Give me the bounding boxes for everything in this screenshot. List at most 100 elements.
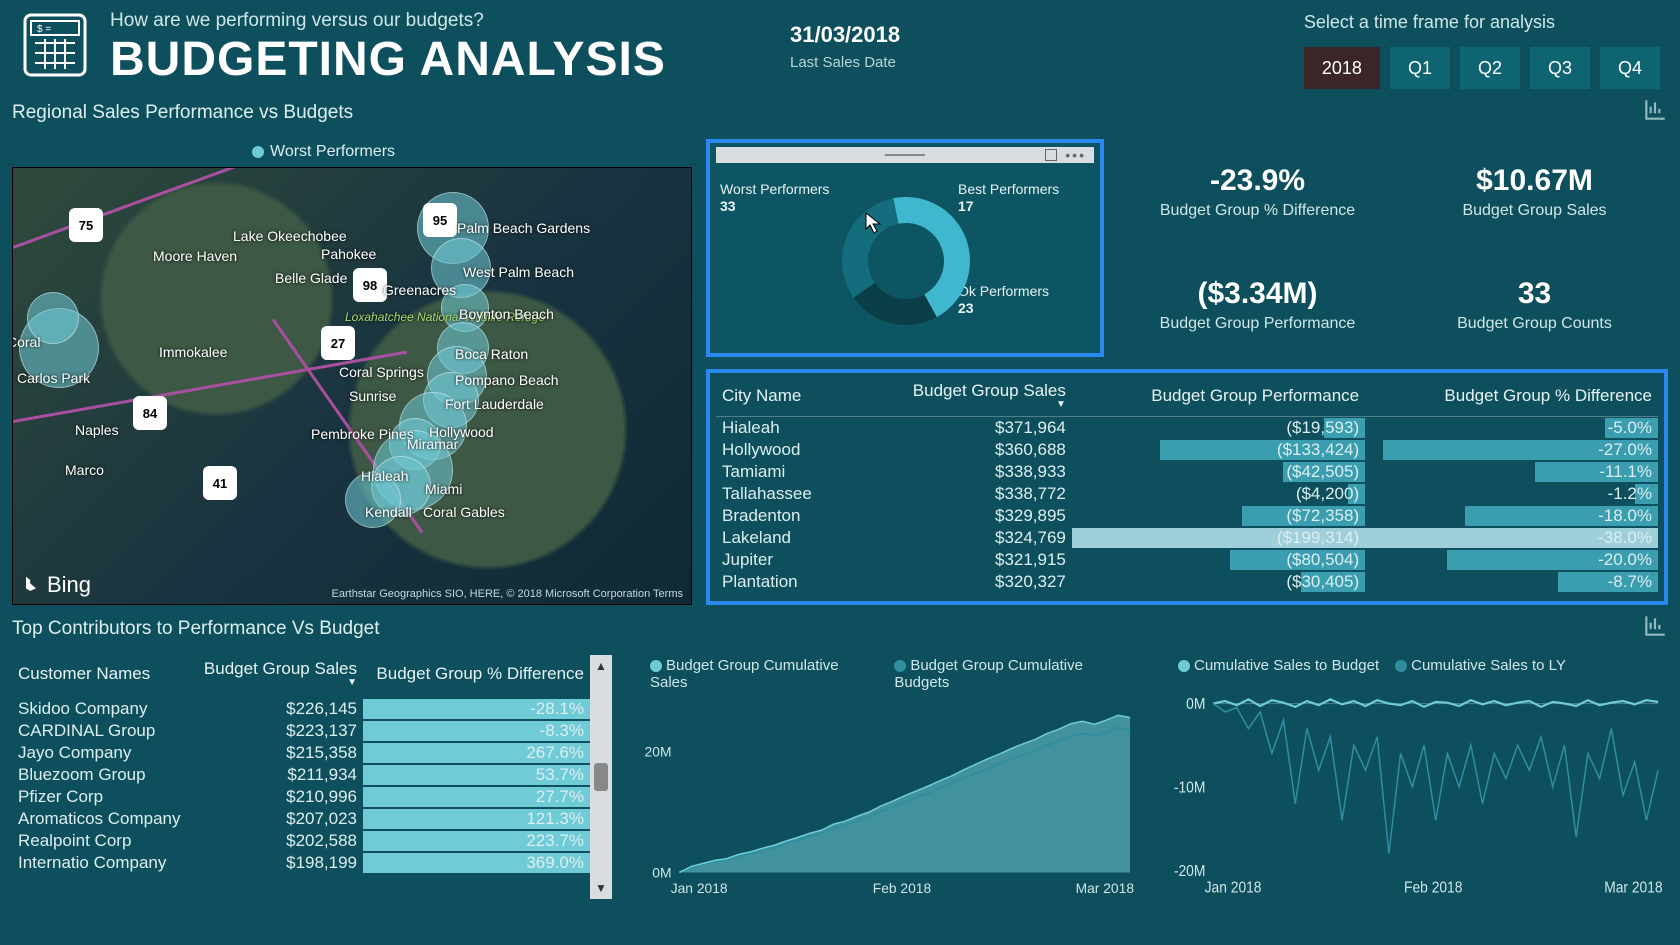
col-perf[interactable]: Budget Group Performance	[1072, 377, 1365, 417]
svg-text:0M: 0M	[652, 864, 671, 880]
quarter-q3-button[interactable]: Q3	[1530, 47, 1590, 89]
chart-icon[interactable]	[1642, 97, 1668, 129]
page-title: BUDGETING ANALYSIS	[110, 32, 750, 87]
quarter-q4-button[interactable]: Q4	[1600, 47, 1660, 89]
map-city-label: Immokalee	[159, 344, 227, 360]
legend-item: Cumulative Sales to LY	[1395, 657, 1566, 674]
col-sales[interactable]: Budget Group Sales▼	[192, 655, 363, 698]
city-performance-table[interactable]: City NameBudget Group Sales▼Budget Group…	[706, 369, 1668, 605]
kpi-value: $10.67M	[1401, 164, 1668, 198]
map-city-label: Loxahatchee National Wildlife Refuge	[345, 310, 455, 324]
map-city-label: Moore Haven	[153, 248, 237, 264]
regional-map[interactable]: Bing Earthstar Geographics SIO, HERE, © …	[12, 167, 692, 605]
map-city-label: Greenacres	[383, 282, 456, 298]
section1-title: Regional Sales Performance vs Budgets	[12, 102, 353, 124]
map-city-label: Pompano Beach	[455, 372, 559, 388]
table-row[interactable]: Bluezoom Group$211,93453.7%	[12, 764, 590, 786]
map-attribution-terms[interactable]: Earthstar Geographics SIO, HERE, © 2018 …	[332, 588, 683, 600]
table-row[interactable]: Plantation$320,327($30,405)-8.7%	[716, 571, 1658, 593]
kpi-label: Budget Group Sales	[1401, 202, 1668, 220]
table-row[interactable]: Pfizer Corp$210,99627.7%	[12, 786, 590, 808]
table-row[interactable]: Hollywood$360,688($133,424)-27.0%	[716, 439, 1658, 461]
col-sales[interactable]: Budget Group Sales▼	[852, 377, 1072, 417]
table-row[interactable]: Jayo Company$215,358267.6%	[12, 742, 590, 764]
svg-text:-10M: -10M	[1174, 780, 1205, 797]
map-city-label: Naples	[75, 422, 119, 438]
map-city-label: Hollywood	[429, 424, 494, 440]
map-city-label: Palm Beach Gardens	[457, 220, 590, 236]
app-logo: $ =	[20, 10, 90, 80]
col-diff[interactable]: Budget Group % Difference	[363, 655, 590, 698]
svg-text:Mar 2018: Mar 2018	[1076, 880, 1135, 896]
svg-text:Jan 2018: Jan 2018	[671, 880, 728, 896]
table-row[interactable]: Bradenton$329,895($72,358)-18.0%	[716, 505, 1658, 527]
kpi-label: Budget Group Performance	[1124, 315, 1391, 333]
route-shield: 95	[423, 203, 457, 237]
svg-text:$ =: $ =	[37, 24, 51, 35]
legend-item: Budget Group Cumulative Budgets	[894, 657, 1140, 691]
svg-text:Mar 2018: Mar 2018	[1604, 880, 1662, 897]
col-customer[interactable]: Customer Names	[12, 655, 192, 698]
map-city-label: Boynton Beach	[459, 306, 554, 322]
map-city-label: Sunrise	[349, 388, 396, 404]
kpi-value: ($3.34M)	[1124, 277, 1391, 311]
filter-label: Select a time frame for analysis	[1304, 12, 1660, 33]
table-row[interactable]: Aromaticos Company$207,023121.3%	[12, 808, 590, 830]
route-shield: 75	[69, 208, 103, 242]
map-city-label: Pahokee	[321, 246, 376, 262]
map-city-label: Carlos Park	[17, 370, 90, 386]
kpi-value: 33	[1401, 277, 1668, 311]
year-2018-button[interactable]: 2018	[1304, 47, 1380, 89]
table-row[interactable]: Skidoo Company$226,145-28.1%	[12, 698, 590, 720]
map-legend: Worst Performers	[12, 139, 692, 167]
legend-item: Budget Group Cumulative Sales	[650, 657, 878, 691]
kpi-card: ($3.34M) Budget Group Performance	[1124, 252, 1391, 357]
quarter-q1-button[interactable]: Q1	[1390, 47, 1450, 89]
svg-text:Jan 2018: Jan 2018	[1205, 880, 1262, 897]
cumulative-sales-area-chart[interactable]: Budget Group Cumulative Sales Budget Grou…	[626, 655, 1140, 899]
cumulative-comparison-line-chart[interactable]: Cumulative Sales to Budget Cumulative Sal…	[1154, 655, 1668, 899]
map-city-label: Lake Okeechobee	[233, 228, 347, 244]
map-city-label: Kendall	[365, 504, 412, 520]
map-city-label: Miami	[425, 481, 462, 497]
table-row[interactable]: Hialeah$371,964($19,593)-5.0%	[716, 417, 1658, 440]
col-city[interactable]: City Name	[716, 377, 852, 417]
table-row[interactable]: Lakeland$324,769($199,314)-38.0%	[716, 527, 1658, 549]
col-diff[interactable]: Budget Group % Difference	[1365, 377, 1658, 417]
table-row[interactable]: Tamiami$338,933($42,505)-11.1%	[716, 461, 1658, 483]
map-city-label: Coral	[12, 334, 40, 350]
map-city-label: Pembroke Pines	[311, 426, 414, 442]
svg-text:Feb 2018: Feb 2018	[873, 880, 932, 896]
table-row[interactable]: Internatio Company$198,199369.0%	[12, 852, 590, 874]
performers-donut-card[interactable]: ••• Worst Performers33Best Performers17O…	[706, 139, 1104, 357]
map-city-label: Belle Glade	[275, 270, 347, 286]
kpi-card: $10.67M Budget Group Sales	[1401, 139, 1668, 244]
table-row[interactable]: CARDINAL Group$223,137-8.3%	[12, 720, 590, 742]
kpi-card: 33Budget Group Counts	[1401, 252, 1668, 357]
map-attribution: Bing	[21, 572, 91, 598]
map-city-label: Fort Lauderdale	[445, 396, 544, 412]
kpi-card: -23.9%Budget Group % Difference	[1124, 139, 1391, 244]
last-sales-date-label: Last Sales Date	[790, 54, 900, 71]
table-row[interactable]: Jupiter$321,915($80,504)-20.0%	[716, 549, 1658, 571]
map-city-label: Coral Springs	[339, 364, 424, 380]
svg-text:0M: 0M	[1186, 696, 1205, 713]
section2-title: Top Contributors to Performance Vs Budge…	[12, 618, 380, 640]
customer-table[interactable]: Customer NamesBudget Group Sales▼Budget …	[12, 655, 590, 874]
cursor-icon	[864, 211, 884, 235]
route-shield: 27	[321, 326, 355, 360]
map-city-label: Coral Gables	[423, 504, 505, 520]
scrollbar[interactable]: ▲▼	[590, 655, 612, 899]
map-city-label: Boca Raton	[455, 346, 528, 362]
route-shield: 98	[353, 268, 387, 302]
chart-icon[interactable]	[1642, 613, 1668, 645]
svg-text:-20M: -20M	[1174, 863, 1205, 880]
legend-item: Cumulative Sales to Budget	[1178, 657, 1379, 674]
page-subtitle: How are we performing versus our budgets…	[110, 10, 750, 32]
map-city-label: Marco	[65, 462, 104, 478]
quarter-q2-button[interactable]: Q2	[1460, 47, 1520, 89]
table-row[interactable]: Tallahassee$338,772($4,200)-1.2%	[716, 483, 1658, 505]
kpi-value: -23.9%	[1124, 164, 1391, 198]
table-row[interactable]: Realpoint Corp$202,588223.7%	[12, 830, 590, 852]
map-city-label: Hialeah	[361, 468, 408, 484]
